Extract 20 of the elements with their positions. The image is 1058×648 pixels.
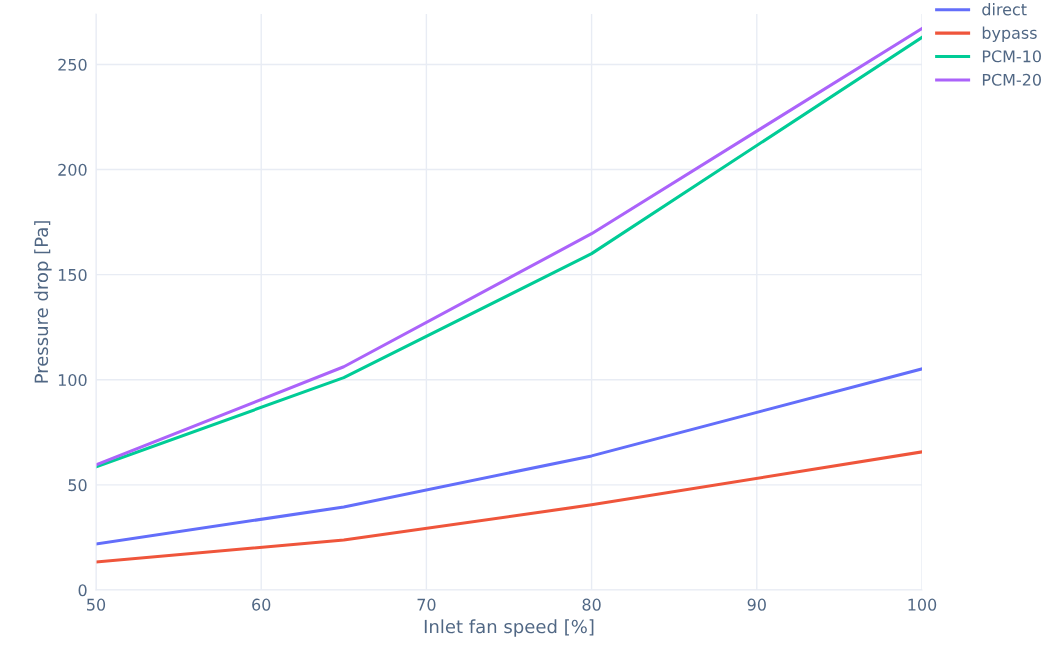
line-series	[96, 450, 922, 564]
y-tick-label: 250	[58, 58, 87, 71]
x-tick-label: 70	[417, 598, 436, 611]
legend-label: direct	[982, 3, 1027, 16]
y-tick-label: 0	[78, 584, 87, 597]
x-tick-label: 90	[747, 598, 766, 611]
line-series	[96, 367, 922, 546]
legend-label: PCM-10	[982, 50, 1041, 63]
x-tick-label: 50	[87, 598, 106, 611]
x-tick-label: 60	[252, 598, 271, 611]
y-tick-label: 100	[58, 373, 87, 387]
x-tick-label: 80	[582, 598, 601, 611]
y-tick-label: 200	[58, 163, 87, 176]
y-tick-label: 50	[68, 479, 87, 492]
legend-label: bypass	[982, 26, 1037, 43]
x-axis-title: Inlet fan speed [%]	[424, 619, 594, 637]
legend-label: PCM-20	[982, 73, 1041, 86]
x-tick-label: 100	[908, 598, 937, 611]
y-axis-title: Pressure drop [Pa]	[34, 221, 52, 383]
y-tick-label: 150	[58, 268, 87, 281]
